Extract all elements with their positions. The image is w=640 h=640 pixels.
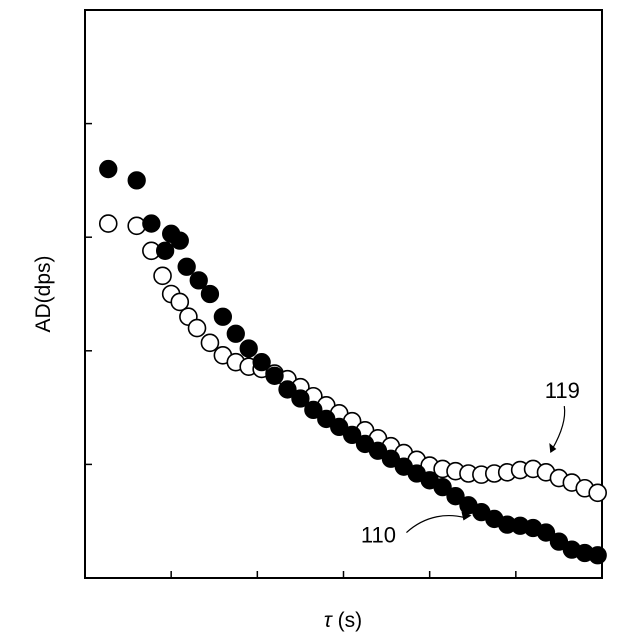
series-119-point	[100, 215, 117, 232]
annotation-leader-119	[552, 406, 564, 449]
series-110-point	[128, 172, 145, 189]
series-119-point	[154, 267, 171, 284]
series-110-point	[240, 340, 257, 357]
series-119-point	[589, 484, 606, 501]
axis-ticks	[85, 124, 516, 578]
series-110-point	[143, 215, 160, 232]
series-110-point	[266, 367, 283, 384]
annotation-label-110: 110	[361, 523, 396, 548]
series-110-point	[171, 232, 188, 249]
series-110-point	[589, 547, 606, 564]
series-110-point	[157, 242, 174, 259]
series-110-point	[214, 308, 231, 325]
y-axis-label: AD(dps)	[32, 255, 55, 332]
x-axis-label: τ (s)	[324, 609, 362, 632]
series-119-points	[100, 215, 606, 501]
x-axis-unit: (s)	[332, 609, 362, 632]
series-119-point	[201, 334, 218, 351]
series-110-point	[201, 286, 218, 303]
series-110-point	[190, 272, 207, 289]
series-110-points	[100, 161, 606, 564]
annotation-label-119: 119	[545, 378, 580, 403]
series-110-point	[227, 325, 244, 342]
series-110-point	[178, 258, 195, 275]
annotation-leader-110	[406, 516, 464, 533]
series-110-point	[100, 161, 117, 178]
series-110-point	[253, 354, 270, 371]
series-119-point	[189, 320, 206, 337]
